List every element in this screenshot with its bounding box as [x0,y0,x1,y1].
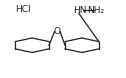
Text: NH₂: NH₂ [87,6,104,15]
Text: HCl: HCl [15,5,30,14]
Text: O: O [54,27,61,36]
Text: HN: HN [73,6,87,15]
